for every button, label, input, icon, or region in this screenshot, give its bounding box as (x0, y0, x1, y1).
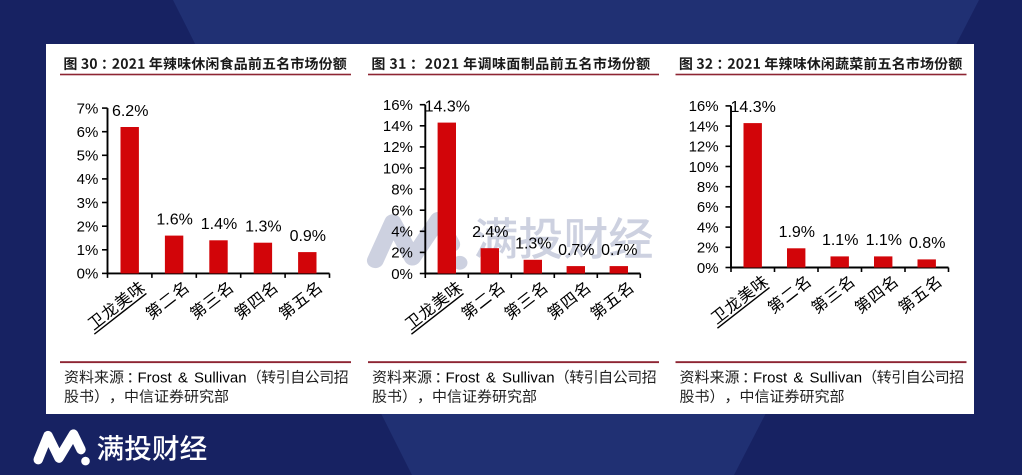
svg-text:0.7%: 0.7% (601, 242, 637, 259)
svg-text:12%: 12% (383, 139, 413, 156)
svg-text:14%: 14% (689, 118, 719, 135)
svg-text:8%: 8% (697, 179, 719, 196)
svg-text:1.6%: 1.6% (156, 211, 192, 228)
svg-text:10%: 10% (689, 159, 719, 176)
svg-text:4%: 4% (697, 219, 719, 236)
svg-text:16%: 16% (689, 98, 719, 115)
svg-text:6%: 6% (697, 199, 719, 216)
svg-text:2%: 2% (697, 240, 719, 257)
svg-text:14%: 14% (383, 118, 413, 135)
svg-text:1.4%: 1.4% (201, 216, 237, 233)
svg-text:0.7%: 0.7% (558, 242, 594, 259)
svg-text:12%: 12% (689, 139, 719, 156)
svg-text:1.1%: 1.1% (866, 232, 902, 249)
svg-text:6%: 6% (391, 203, 413, 220)
svg-text:14.3%: 14.3% (425, 98, 470, 115)
svg-text:0%: 0% (391, 266, 413, 283)
svg-text:5%: 5% (77, 148, 99, 165)
svg-text:2.4%: 2.4% (472, 224, 508, 241)
svg-text:0.8%: 0.8% (909, 235, 945, 252)
svg-text:4%: 4% (77, 171, 99, 188)
svg-text:10%: 10% (383, 160, 413, 177)
svg-text:8%: 8% (391, 181, 413, 198)
svg-text:16%: 16% (383, 97, 413, 114)
svg-text:14.3%: 14.3% (731, 99, 776, 116)
svg-text:1.1%: 1.1% (822, 232, 858, 249)
svg-text:7%: 7% (77, 100, 99, 117)
svg-text:0%: 0% (697, 260, 719, 277)
svg-text:2%: 2% (77, 219, 99, 236)
svg-text:0%: 0% (77, 266, 99, 283)
svg-text:2%: 2% (391, 245, 413, 262)
svg-text:4%: 4% (391, 224, 413, 241)
svg-text:1.3%: 1.3% (245, 219, 281, 236)
svg-text:1.3%: 1.3% (515, 236, 551, 253)
svg-text:1.9%: 1.9% (779, 224, 815, 241)
svg-text:3%: 3% (77, 195, 99, 212)
svg-text:6%: 6% (77, 124, 99, 141)
svg-text:6.2%: 6.2% (112, 103, 148, 120)
svg-text:0.9%: 0.9% (290, 228, 326, 245)
svg-text:1%: 1% (77, 242, 99, 259)
